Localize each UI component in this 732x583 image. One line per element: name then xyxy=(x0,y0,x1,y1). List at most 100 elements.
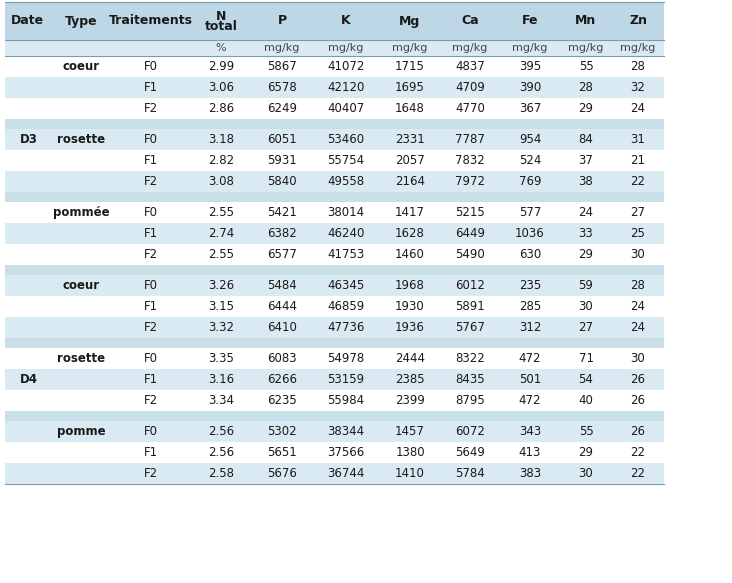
Bar xyxy=(440,171,500,192)
Text: F1: F1 xyxy=(144,300,158,313)
Text: 31: 31 xyxy=(630,133,646,146)
Text: 577: 577 xyxy=(519,206,541,219)
Bar xyxy=(112,98,190,119)
Bar xyxy=(5,98,50,119)
Bar xyxy=(440,296,500,317)
Bar xyxy=(500,2,560,40)
Bar xyxy=(612,223,664,244)
Bar xyxy=(5,119,50,129)
Text: 1936: 1936 xyxy=(395,321,425,334)
Bar xyxy=(252,77,312,98)
Text: 1460: 1460 xyxy=(395,248,425,261)
Text: F1: F1 xyxy=(144,81,158,94)
Bar xyxy=(112,77,190,98)
Bar xyxy=(380,119,440,129)
Bar xyxy=(312,119,380,129)
Bar xyxy=(612,129,664,150)
Bar xyxy=(612,463,664,484)
Bar xyxy=(612,296,664,317)
Bar xyxy=(252,265,312,275)
Bar xyxy=(500,275,560,296)
Bar xyxy=(190,40,252,56)
Text: mg/kg: mg/kg xyxy=(620,43,656,53)
Bar xyxy=(312,171,380,192)
Text: F2: F2 xyxy=(144,467,158,480)
Bar xyxy=(5,192,50,202)
Bar xyxy=(5,202,50,223)
Bar xyxy=(50,129,112,150)
Text: rosette: rosette xyxy=(57,133,105,146)
Bar xyxy=(440,442,500,463)
Bar xyxy=(560,317,612,338)
Text: 54: 54 xyxy=(578,373,594,386)
Bar xyxy=(190,223,252,244)
Text: F1: F1 xyxy=(144,154,158,167)
Text: 472: 472 xyxy=(519,394,541,407)
Text: 2.56: 2.56 xyxy=(208,425,234,438)
Text: 22: 22 xyxy=(630,467,646,480)
Bar xyxy=(5,2,50,40)
Bar xyxy=(50,223,112,244)
Text: F0: F0 xyxy=(144,425,158,438)
Bar xyxy=(612,390,664,411)
Bar xyxy=(560,119,612,129)
Bar xyxy=(380,463,440,484)
Text: 36744: 36744 xyxy=(327,467,365,480)
Bar xyxy=(380,171,440,192)
Bar xyxy=(612,442,664,463)
Bar xyxy=(560,40,612,56)
Text: F0: F0 xyxy=(144,206,158,219)
Text: 2.55: 2.55 xyxy=(208,206,234,219)
Bar xyxy=(612,317,664,338)
Bar xyxy=(500,192,560,202)
Text: F1: F1 xyxy=(144,227,158,240)
Bar xyxy=(500,463,560,484)
Bar xyxy=(50,390,112,411)
Bar xyxy=(312,129,380,150)
Bar xyxy=(5,348,50,369)
Bar xyxy=(500,390,560,411)
Bar xyxy=(440,119,500,129)
Bar xyxy=(5,338,50,348)
Bar xyxy=(112,129,190,150)
Text: F0: F0 xyxy=(144,133,158,146)
Bar xyxy=(5,390,50,411)
Bar xyxy=(560,421,612,442)
Text: 5767: 5767 xyxy=(455,321,485,334)
Bar xyxy=(112,348,190,369)
Text: 28: 28 xyxy=(630,279,646,292)
Bar xyxy=(440,223,500,244)
Text: 30: 30 xyxy=(631,248,646,261)
Text: 6449: 6449 xyxy=(455,227,485,240)
Bar xyxy=(252,442,312,463)
Text: 6235: 6235 xyxy=(267,394,297,407)
Bar xyxy=(560,411,612,421)
Bar xyxy=(50,275,112,296)
Text: D3: D3 xyxy=(20,133,38,146)
Text: 27: 27 xyxy=(578,321,594,334)
Text: 1457: 1457 xyxy=(395,425,425,438)
Bar xyxy=(380,390,440,411)
Bar xyxy=(380,421,440,442)
Bar xyxy=(190,56,252,77)
Text: F1: F1 xyxy=(144,446,158,459)
Bar xyxy=(500,98,560,119)
Bar xyxy=(190,129,252,150)
Text: 2164: 2164 xyxy=(395,175,425,188)
Bar xyxy=(252,192,312,202)
Text: 37: 37 xyxy=(578,154,594,167)
Bar xyxy=(612,192,664,202)
Text: %: % xyxy=(216,43,226,53)
Text: 5676: 5676 xyxy=(267,467,297,480)
Text: N: N xyxy=(216,10,226,23)
Bar xyxy=(252,223,312,244)
Bar xyxy=(500,338,560,348)
Text: mg/kg: mg/kg xyxy=(452,43,488,53)
Text: 343: 343 xyxy=(519,425,541,438)
Text: mg/kg: mg/kg xyxy=(392,43,427,53)
Bar xyxy=(440,129,500,150)
Bar xyxy=(440,40,500,56)
Bar xyxy=(190,338,252,348)
Bar xyxy=(112,192,190,202)
Text: 5490: 5490 xyxy=(455,248,485,261)
